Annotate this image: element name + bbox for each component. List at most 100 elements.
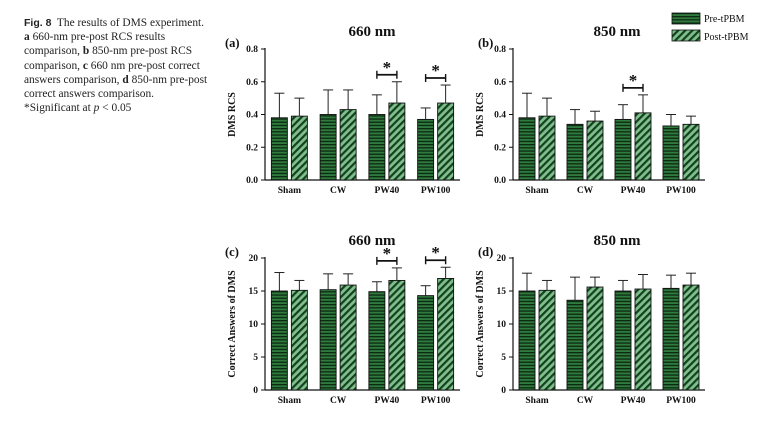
significance-bracket: * (376, 244, 398, 265)
x-tick-label: PW40 (374, 396, 399, 406)
y-tick-label: 0 (501, 386, 506, 396)
figure-label: Fig. 8 (24, 17, 52, 29)
chart-panel-d: 850 nm (d) Correct Answers of DMS 0 5 10 15 20 S… (475, 233, 705, 406)
significance-bracket: * (424, 243, 447, 265)
bar-post-tpbm (388, 102, 406, 181)
bar-pre-tpbm (518, 290, 536, 391)
significance-star: * (629, 71, 638, 90)
y-tick-label: 0.4 (494, 111, 506, 121)
bar-post-tpbm (290, 289, 308, 391)
caption-a-text: 660-nm pre-post RCS results comparison, (24, 31, 166, 58)
bar-group-cw (319, 89, 357, 181)
caption-c-text: 660 nm pre-post correct answers comparis… (24, 59, 200, 86)
bar-pre-tpbm (368, 291, 386, 391)
figure-caption: Fig. 8 The results of DMS experiment. a … (24, 16, 212, 115)
x-tick-label: PW100 (421, 186, 451, 196)
legend-pre-swatch (671, 12, 701, 25)
bar-group-sham (270, 272, 308, 391)
legend-post-label: Post-tPBM (704, 32, 749, 43)
y-tick-label: 20 (497, 254, 507, 264)
caption-c-letter: c (82, 59, 88, 72)
panel-label: (c) (225, 245, 239, 259)
panel-label: (b) (478, 36, 493, 50)
significance-bracket: * (622, 71, 644, 92)
chart-panel-a: 660 nm (a) DMS RCS 0.0 0.2 0.4 0.6 0.8 Sham CW PW4… (225, 24, 460, 196)
chart-title: 660 nm (348, 24, 396, 40)
bar-group-pw100 (662, 272, 700, 391)
y-tick-label: 0.6 (494, 78, 506, 88)
bar-group-pw40 (614, 274, 652, 391)
y-tick-label: 15 (497, 287, 507, 297)
panel-label: (a) (225, 36, 240, 50)
caption-intro: The results of DMS experiment. (56, 17, 205, 29)
bar-group-sham (518, 272, 556, 391)
bar-pre-tpbm (417, 118, 435, 181)
caption-d-text: 850-nm pre-post correct answers comparis… (24, 73, 208, 101)
bar-pre-tpbm (417, 295, 435, 391)
caption-sig-p: p (93, 102, 100, 115)
bar-post-tpbm (682, 284, 700, 391)
y-tick-label: 0.2 (494, 143, 506, 153)
x-tick-label: Sham (278, 396, 301, 406)
y-tick-label: 0.8 (246, 45, 258, 55)
bar-group-cw (566, 109, 604, 181)
bar-pre-tpbm (270, 290, 288, 391)
bar-pre-tpbm (566, 299, 584, 391)
bar-group-pw40 (368, 267, 406, 391)
bar-post-tpbm (388, 279, 406, 391)
legend-post-swatch (671, 29, 701, 42)
y-tick-label: 0.6 (246, 78, 258, 88)
y-tick-label: 0.0 (246, 176, 258, 186)
caption-b-text: 850-nm pre-post RCS comparison, (24, 45, 193, 72)
x-tick-label: PW100 (666, 396, 696, 406)
y-tick-label: 10 (497, 320, 507, 330)
significance-bracket: * (424, 61, 447, 83)
bar-pre-tpbm (368, 114, 386, 181)
chart-title: 660 nm (348, 233, 396, 249)
y-axis-label: DMS RCS (475, 92, 486, 137)
bar-group-pw100 (662, 114, 700, 181)
bar-group-pw40 (614, 94, 652, 181)
caption-a-letter: a (24, 31, 30, 44)
bar-post-tpbm (290, 115, 308, 181)
x-tick-label: PW40 (374, 186, 399, 196)
x-tick-label: CW (330, 396, 347, 406)
bar-group-sham (270, 92, 308, 181)
chart-title: 850 nm (593, 233, 641, 249)
x-tick-label: PW40 (621, 186, 646, 196)
bar-post-tpbm (339, 284, 357, 391)
y-tick-label: 10 (249, 320, 259, 330)
bar-pre-tpbm (518, 117, 536, 181)
significance-star: * (383, 58, 392, 77)
x-tick-label: Sham (525, 396, 548, 406)
bar-post-tpbm (586, 120, 604, 181)
bar-group-cw (319, 273, 357, 391)
bar-pre-tpbm (319, 114, 337, 181)
bar-group-pw100 (417, 84, 455, 181)
bar-post-tpbm (682, 123, 700, 181)
x-tick-label: CW (577, 186, 594, 196)
y-tick-label: 5 (253, 353, 258, 363)
bar-group-pw40 (368, 81, 406, 181)
chart-panel-b: 850 nm (b) DMS RCS 0.0 0.2 0.4 0.6 0.8 Sham CW PW4… (475, 24, 705, 196)
caption-b-letter: b (82, 45, 90, 58)
y-tick-label: 0.8 (494, 45, 506, 55)
bar-group-sham (518, 92, 556, 181)
bar-post-tpbm (538, 115, 556, 181)
bar-post-tpbm (538, 289, 556, 391)
caption-sig-rest: < 0.05 (102, 102, 132, 115)
caption-sig-prefix: *Significant at (24, 102, 91, 115)
bar-pre-tpbm (614, 290, 632, 391)
bar-post-tpbm (437, 278, 455, 391)
significance-star: * (383, 244, 392, 263)
y-axis-label: Correct Answers of DMS (227, 270, 238, 378)
y-axis-label: DMS RCS (227, 92, 238, 137)
x-tick-label: CW (577, 396, 594, 406)
y-tick-label: 0.2 (246, 143, 258, 153)
bar-pre-tpbm (662, 125, 680, 181)
y-tick-label: 5 (501, 353, 506, 363)
chart-panels: 660 nm (a) DMS RCS 0.0 0.2 0.4 0.6 0.8 Sham CW PW4… (225, 24, 705, 406)
chart-panel-c: 660 nm (c) Correct Answers of DMS 0 5 10 15 20 S… (225, 233, 460, 406)
y-tick-label: 0 (253, 386, 258, 396)
